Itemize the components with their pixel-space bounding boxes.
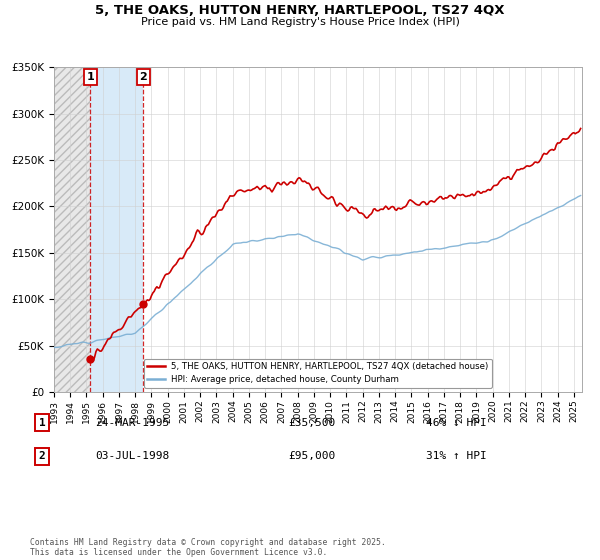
- Text: 46% ↓ HPI: 46% ↓ HPI: [425, 418, 487, 428]
- Text: 03-JUL-1998: 03-JUL-1998: [95, 451, 169, 461]
- Text: 31% ↑ HPI: 31% ↑ HPI: [425, 451, 487, 461]
- Bar: [54, 67, 90, 392]
- Text: 1: 1: [38, 418, 46, 428]
- Text: Price paid vs. HM Land Registry's House Price Index (HPI): Price paid vs. HM Land Registry's House …: [140, 17, 460, 27]
- Text: 24-MAR-1995: 24-MAR-1995: [95, 418, 169, 428]
- Text: 5, THE OAKS, HUTTON HENRY, HARTLEPOOL, TS27 4QX: 5, THE OAKS, HUTTON HENRY, HARTLEPOOL, T…: [95, 4, 505, 17]
- Text: Contains HM Land Registry data © Crown copyright and database right 2025.
This d: Contains HM Land Registry data © Crown c…: [30, 538, 386, 557]
- Bar: [90, 67, 143, 392]
- Text: £95,000: £95,000: [289, 451, 335, 461]
- Legend: 5, THE OAKS, HUTTON HENRY, HARTLEPOOL, TS27 4QX (detached house), HPI: Average p: 5, THE OAKS, HUTTON HENRY, HARTLEPOOL, T…: [144, 358, 492, 388]
- Text: £35,500: £35,500: [289, 418, 335, 428]
- Text: 2: 2: [38, 451, 46, 461]
- Text: 2: 2: [139, 72, 147, 82]
- Text: 1: 1: [86, 72, 94, 82]
